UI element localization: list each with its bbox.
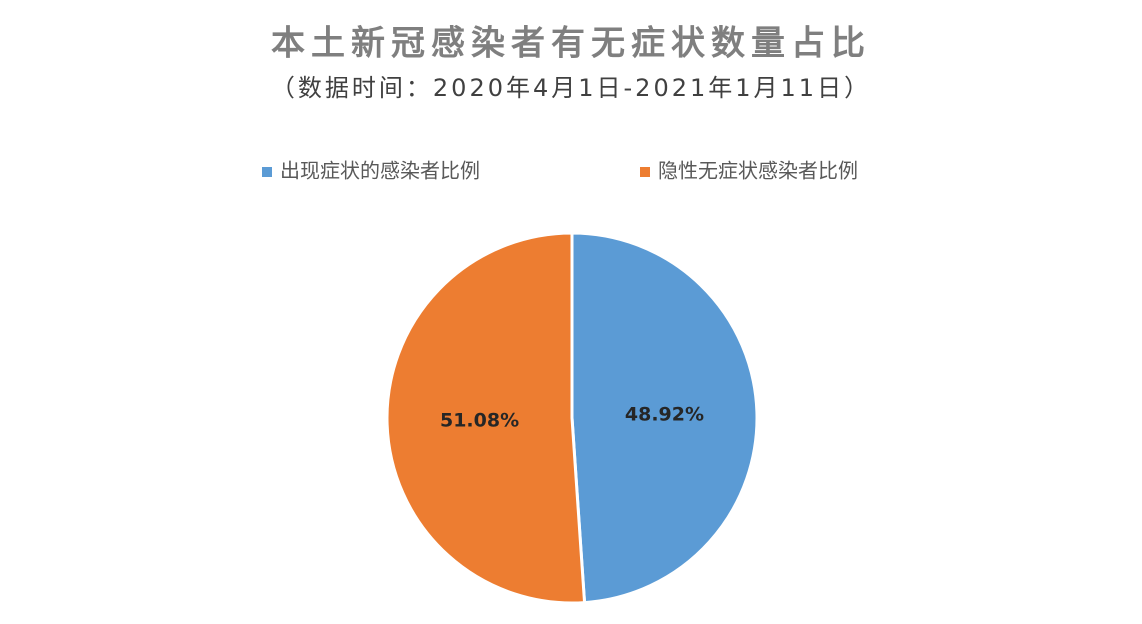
legend-marker [262, 167, 272, 177]
pie-slice [570, 231, 759, 605]
chart-title: 本土新冠感染者有无症状数量占比 [271, 24, 871, 64]
legend-label: 隐性无症状感染者比例 [658, 159, 858, 183]
data-label: 51.08% [440, 410, 519, 432]
legend-marker [640, 167, 650, 177]
legend-label: 出现症状的感染者比例 [280, 159, 480, 183]
chart-subtitle: （数据时间：2020年4月1日-2021年1月11日） [271, 74, 871, 102]
data-label: 48.92% [625, 403, 704, 425]
pie-slice [385, 231, 587, 605]
